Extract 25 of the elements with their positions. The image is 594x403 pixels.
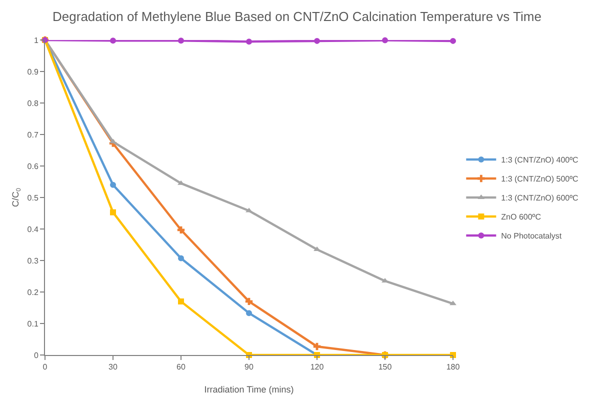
x-tick-label: 120 <box>310 362 324 372</box>
x-tick-label: 180 <box>446 362 460 372</box>
legend-label: 1:3 (CNT/ZnO) 500ºC <box>501 174 579 184</box>
x-tick-label: 90 <box>244 362 254 372</box>
y-tick-label: 0.1 <box>27 319 39 328</box>
y-tick-label: 0.9 <box>27 67 39 76</box>
legend-label: No Photocatalyst <box>501 232 562 241</box>
y-tick-label: 0.4 <box>27 224 39 234</box>
x-tick-label: 30 <box>108 362 118 372</box>
legend-label: 1:3 (CNT/ZnO) 600ºC <box>501 194 579 203</box>
legend-label: 1:3 (CNT/ZnO) 400ºC <box>501 156 579 165</box>
chart-title: Degradation of Methylene Blue Based on CNT/ZnO Calcination Temperature vs Time <box>52 9 542 24</box>
y-tick-label: 0.6 <box>27 162 39 171</box>
x-tick-label: 150 <box>378 362 392 372</box>
y-tick-label: 0.8 <box>27 98 39 108</box>
x-axis-title: Irradiation Time (mins) <box>204 384 294 394</box>
legend-label: ZnO 600ºC <box>501 212 542 222</box>
y-tick-label: 0.7 <box>27 130 39 140</box>
x-tick-label: 60 <box>176 362 186 372</box>
y-tick-label: 0 <box>34 350 39 360</box>
x-tick-label: 0 <box>42 362 48 372</box>
y-tick-label: 0.5 <box>27 193 39 202</box>
y-tick-label: 0.3 <box>27 256 39 266</box>
y-tick-label: 0.2 <box>27 288 39 297</box>
y-tick-label: 1 <box>34 36 39 45</box>
